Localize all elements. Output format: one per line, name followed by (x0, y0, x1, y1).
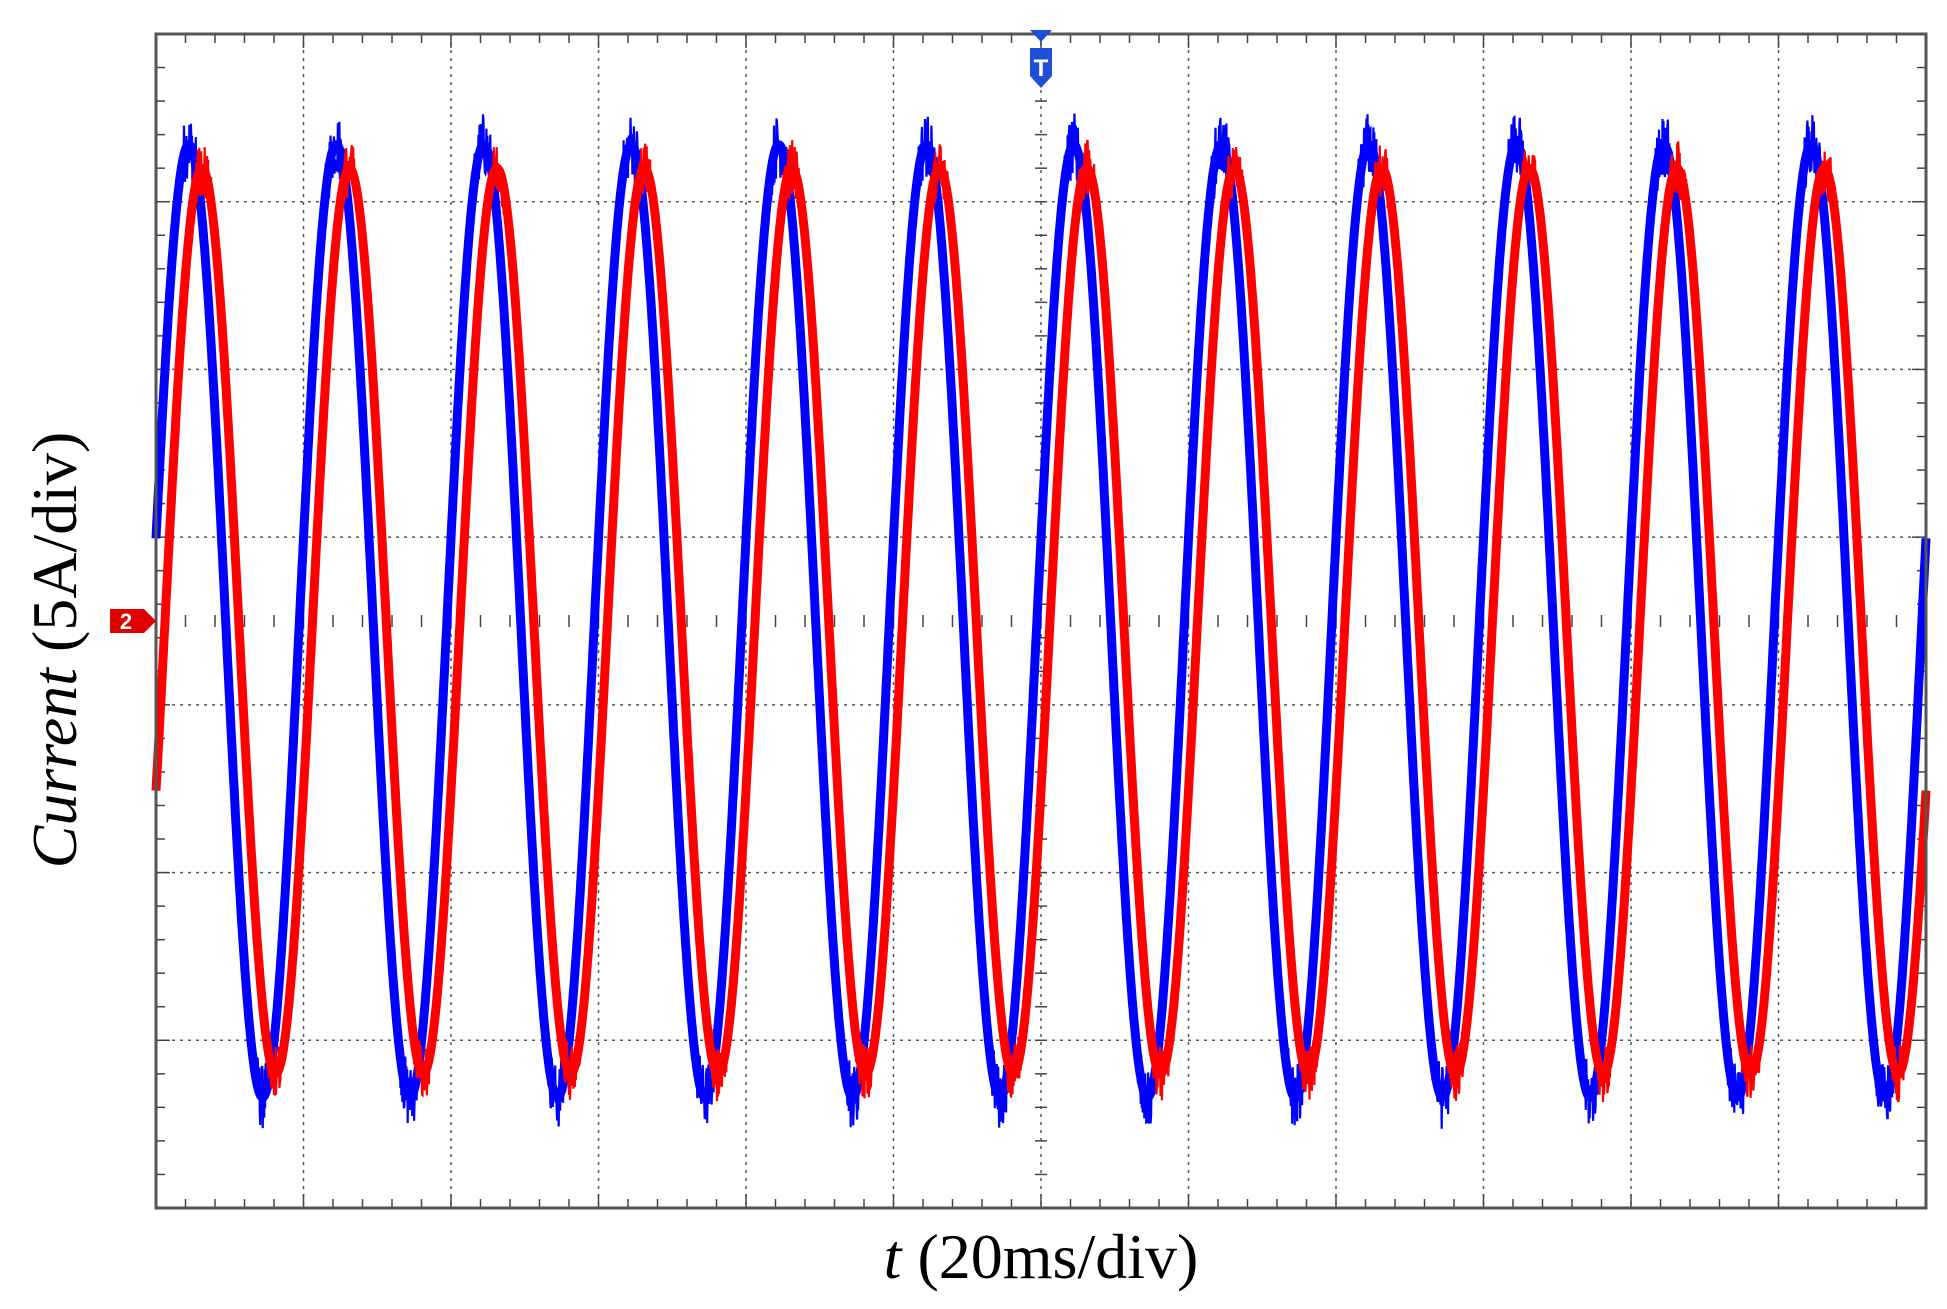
x-axis-variable: t (883, 1221, 902, 1292)
channel-marker (110, 609, 156, 633)
trace-noise-series-2 (154, 139, 1928, 1103)
traces (151, 113, 1931, 1129)
y-axis-label-container: Current (5A/div) (19, 370, 90, 930)
x-axis-label: t (20ms/div) (156, 1225, 1926, 1289)
trigger-arrow-top (1030, 30, 1052, 42)
trace-noise-series-1 (155, 113, 1928, 1129)
trigger-marker (1030, 48, 1052, 88)
y-axis-unit: (5A/div) (19, 431, 90, 669)
x-axis-unit: (20ms/div) (901, 1221, 1199, 1292)
channel-marker-label: 2 (120, 609, 132, 634)
trigger-marker-label: T (1034, 55, 1049, 82)
markers: T2 (110, 30, 1052, 634)
y-axis-label: Current (5A/div) (19, 432, 90, 869)
y-axis-variable: Current (19, 668, 90, 869)
